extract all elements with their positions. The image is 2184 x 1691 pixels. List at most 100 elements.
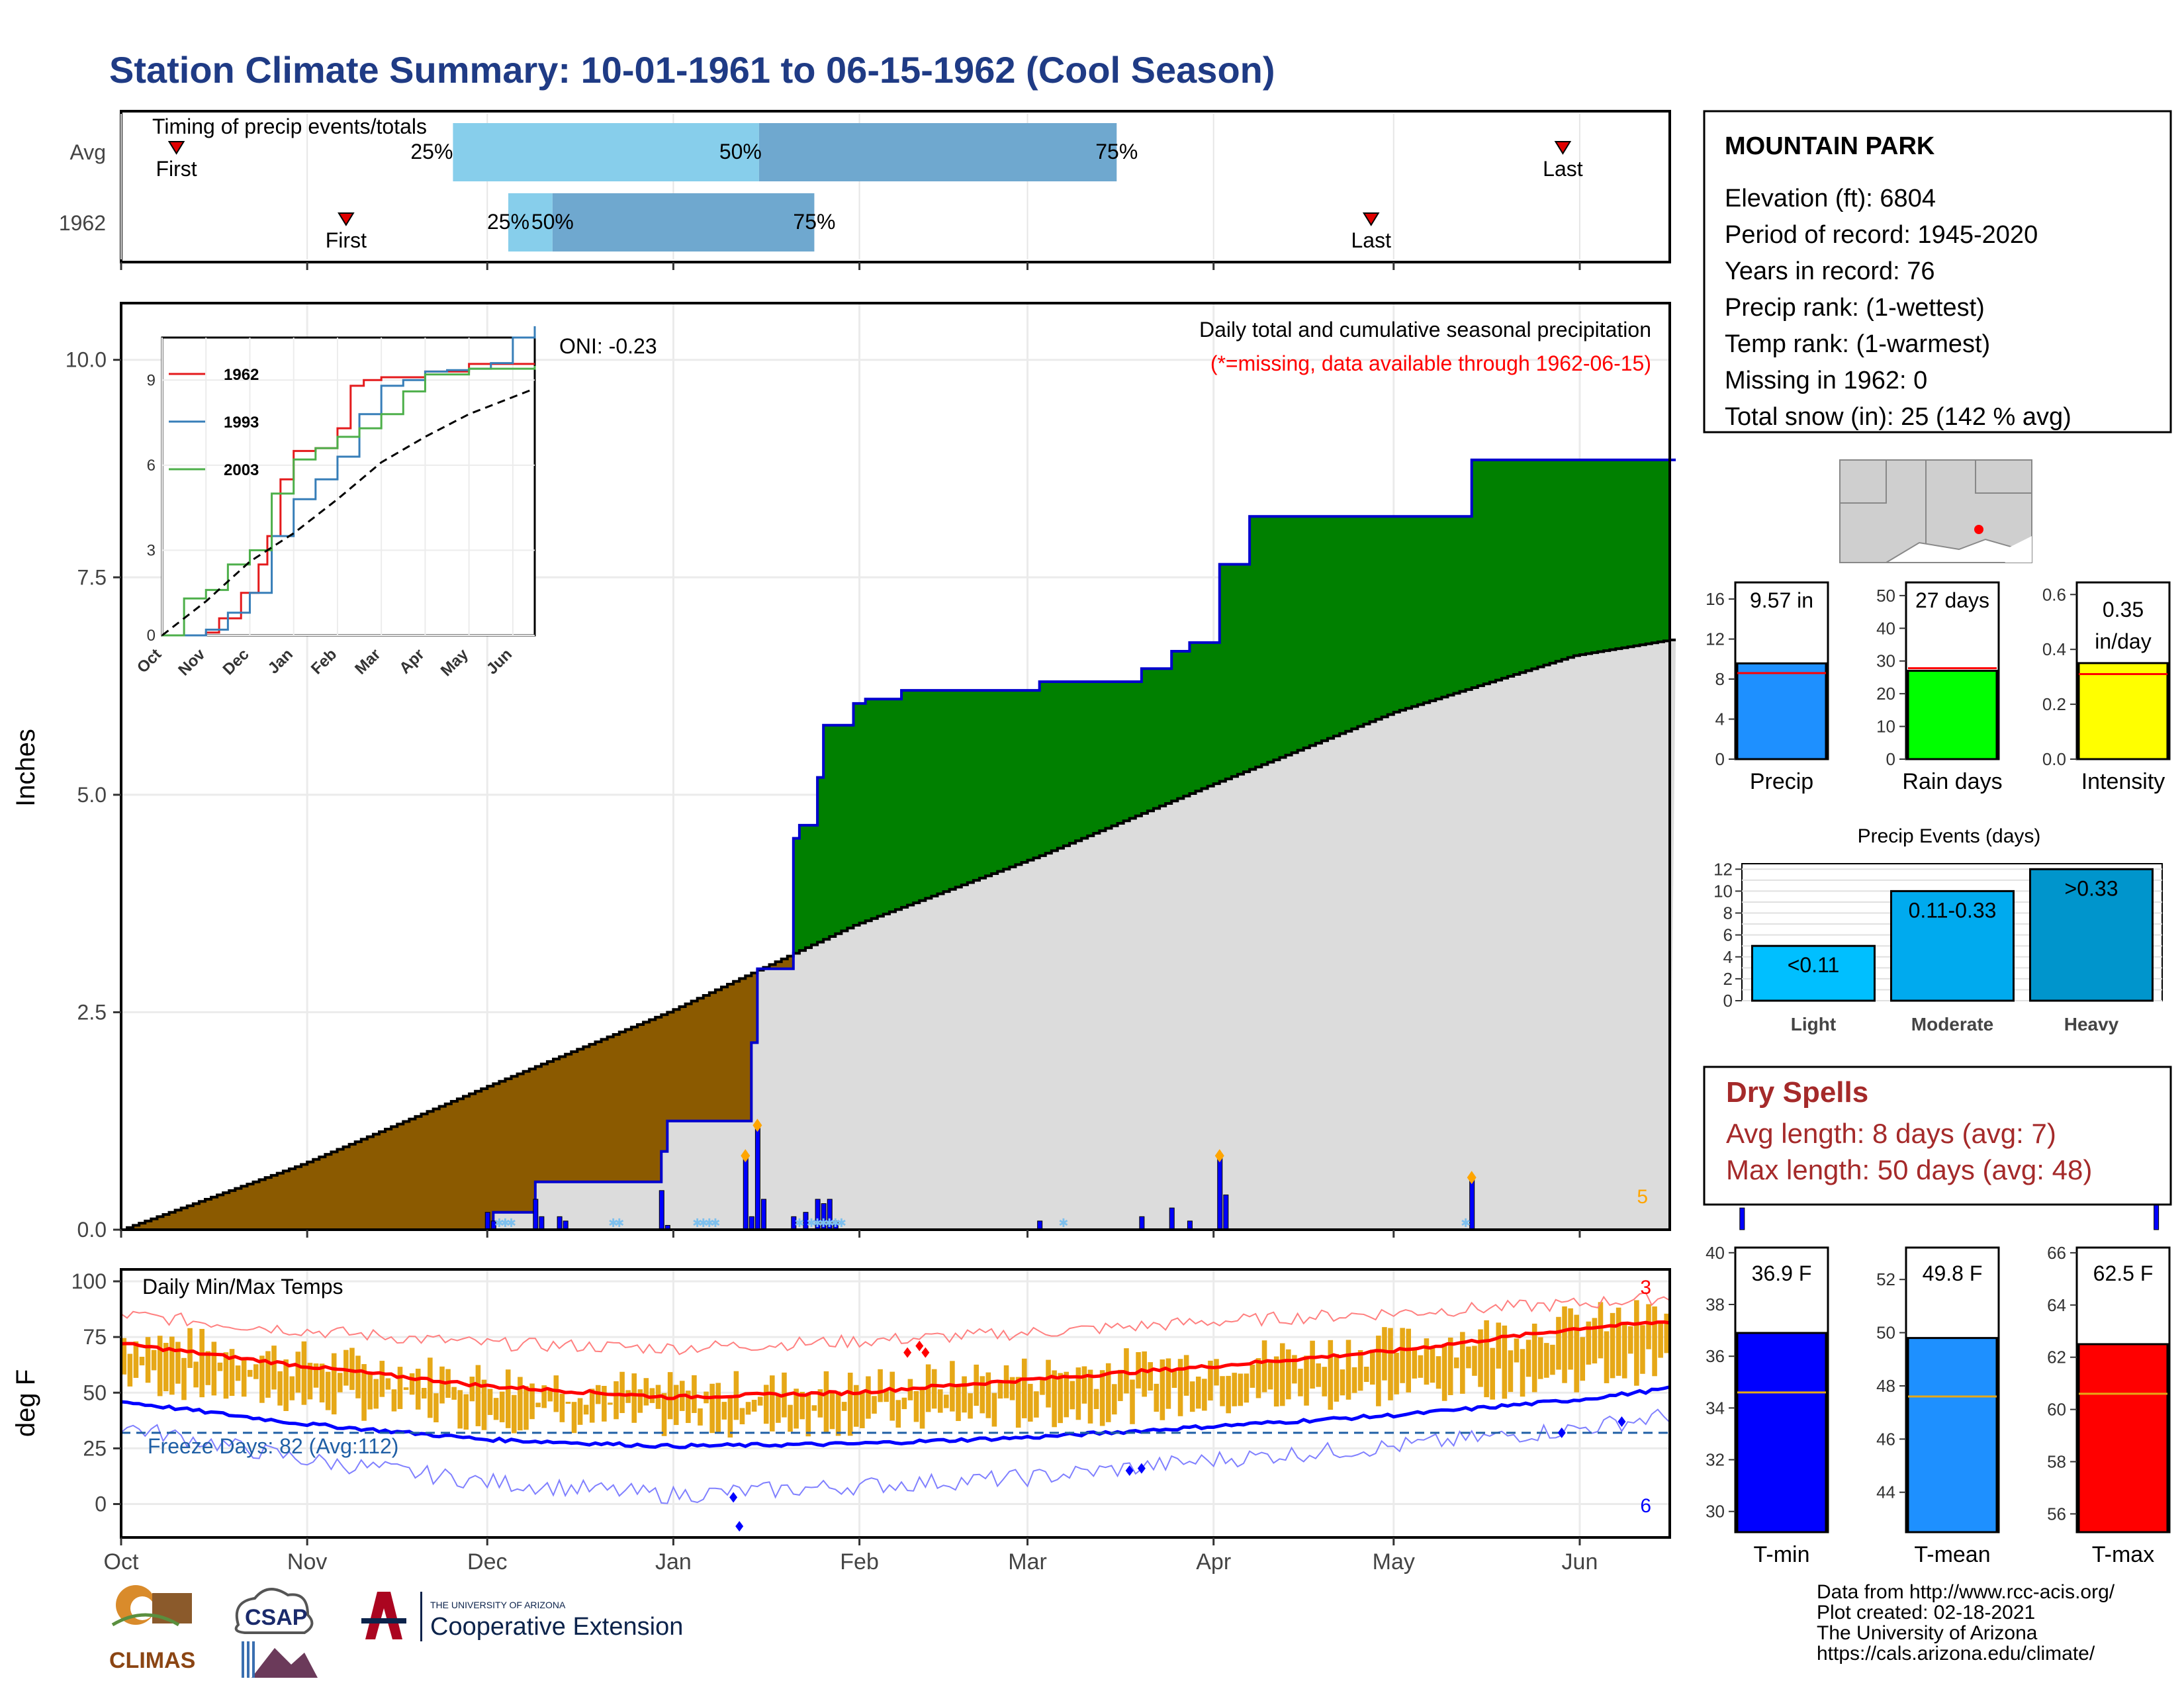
- daily-temp-range-bar: [1406, 1328, 1411, 1393]
- daily-temp-range-bar: [763, 1385, 769, 1424]
- daily-temp-range-bar: [415, 1369, 421, 1410]
- y-tick-label: 5.0: [77, 783, 107, 807]
- station-info-line: Temp rank: (1-warmest): [1725, 330, 1990, 358]
- mini-y-tick-label: 0.4: [2042, 639, 2066, 659]
- daily-temp-range-bar: [385, 1378, 391, 1390]
- daily-temp-range-bar: [1447, 1337, 1453, 1395]
- daily-temp-range-bar: [619, 1371, 625, 1414]
- daily-temp-range-bar: [847, 1373, 853, 1436]
- daily-temp-range-bar: [1292, 1355, 1297, 1384]
- timing-first-label: First: [156, 157, 197, 181]
- timing-row-year: 1962: [59, 211, 106, 235]
- record-high-line: [120, 1291, 1670, 1355]
- mini-bar-value-label: 9.57 in: [1750, 588, 1813, 612]
- daily-temp-range-bar: [475, 1365, 481, 1426]
- events-bar: [2029, 868, 2154, 1002]
- trace-marker: ✱: [704, 1216, 714, 1230]
- daily-temp-range-bar: [169, 1336, 175, 1395]
- temp-y-tick-label: 36: [1706, 1346, 1725, 1366]
- daily-temp-range-bar: [247, 1369, 253, 1377]
- daily-temp-range-bar: [745, 1402, 751, 1415]
- daily-temp-range-bar: [1165, 1358, 1171, 1409]
- daily-temp-range-bar: [721, 1402, 727, 1420]
- daily-temp-range-bar: [823, 1371, 829, 1434]
- daily-temp-range-bar: [1400, 1328, 1405, 1383]
- daily-temp-range-bar: [529, 1383, 535, 1420]
- oni-label: ONI: -0.23: [559, 334, 657, 358]
- above-normal-area: [121, 459, 1670, 1230]
- daily-temp-range-bar: [403, 1387, 409, 1391]
- daily-temp-range-bar: [1472, 1346, 1477, 1376]
- daily-temp-range-bar: [727, 1396, 733, 1438]
- daily-temp-range-bar: [163, 1342, 169, 1392]
- daily-temp-range-bar: [277, 1371, 283, 1406]
- daily-temp-range-bar: [512, 1394, 517, 1434]
- footer-line: The University of Arizona: [1817, 1622, 2038, 1644]
- daily-temp-range-bar: [889, 1371, 895, 1421]
- daily-temp-range-bar: [1556, 1316, 1561, 1370]
- daily-temp-range-bar: [1220, 1376, 1225, 1406]
- station-info-line: Years in record: 76: [1725, 257, 1935, 285]
- station-info-line: Elevation (ft): 6804: [1725, 185, 1936, 212]
- daily-temp-range-bar: [1279, 1343, 1285, 1406]
- trace-marker: ✱: [614, 1216, 624, 1230]
- daily-temp-range-bar: [1238, 1373, 1244, 1406]
- daily-temp-range-bar: [1484, 1320, 1489, 1398]
- temp-ylabel: deg F: [11, 1369, 40, 1437]
- daily-temp-range-bar: [265, 1351, 271, 1398]
- daily-temp-range-bar: [1105, 1363, 1111, 1422]
- daily-temp-range-bar: [547, 1390, 553, 1402]
- timing-last-label: Last: [1543, 157, 1583, 181]
- daily-temp-range-bar: [1604, 1331, 1610, 1383]
- daily-temp-range-bar: [991, 1393, 997, 1427]
- daily-temp-range-bar: [1646, 1304, 1651, 1349]
- daily-temp-range-bar: [1112, 1384, 1117, 1415]
- university-of-arizona-logo: THE UNIVERSITY OF ARIZONA Cooperative Ex…: [357, 1588, 683, 1641]
- month-label: Dec: [467, 1549, 507, 1575]
- daily-temp-range-bar: [1430, 1346, 1435, 1383]
- record-marker: [1557, 1427, 1566, 1438]
- daily-temp-range-bar: [211, 1342, 217, 1396]
- daily-temp-range-bar: [241, 1358, 247, 1397]
- daily-temp-range-bar: [439, 1366, 445, 1404]
- trace-marker: ✱: [813, 1216, 823, 1230]
- daily-temp-range-bar: [1171, 1371, 1177, 1388]
- temp-bar-value: [2077, 1343, 2169, 1533]
- season-temperature-bars: 36.9 F 30 32 34 36 38 40 T-min 49.8 F 44 46 48 50 52 T…: [1706, 1243, 2171, 1567]
- daily-temp-range-bar: [199, 1328, 205, 1398]
- daily-temp-range-bar: [1093, 1389, 1099, 1410]
- daily-temp-range-bar: [1610, 1312, 1615, 1379]
- trace-marker: ✱: [825, 1216, 835, 1230]
- daily-temp-range-bar: [535, 1402, 541, 1408]
- daily-temp-range-bar: [1340, 1369, 1345, 1396]
- daily-precip-bar: [1223, 1194, 1229, 1230]
- normal-cumulative-line: [121, 638, 1676, 1231]
- station-info-line: Precip rank: (1-wettest): [1725, 294, 1985, 322]
- daily-temp-range-bar: [794, 1389, 799, 1429]
- daily-temp-range-bar: [1370, 1349, 1375, 1385]
- events-y-tick-label: 4: [1723, 947, 1733, 967]
- trace-marker: ✱: [794, 1216, 804, 1230]
- daily-temp-range-bar: [1202, 1379, 1207, 1411]
- daily-temp-range-bar: [673, 1385, 679, 1426]
- record-marker: [915, 1340, 924, 1351]
- trace-marker: ✱: [819, 1216, 829, 1230]
- temp-y-tick-label: 40: [1706, 1243, 1725, 1263]
- daily-temp-range-bar: [223, 1352, 229, 1399]
- daily-temp-range-bar: [1550, 1344, 1555, 1375]
- dry-spells-box: Dry Spells Avg length: 8 days (avg: 7) M…: [1703, 1066, 2172, 1206]
- daily-temp-range-bar: [1514, 1338, 1520, 1363]
- daily-temp-range-bar: [1502, 1325, 1508, 1399]
- temp-y-tick-label: 64: [2047, 1295, 2066, 1315]
- daily-temp-range-bar: [217, 1362, 223, 1371]
- daily-temp-range-bar: [979, 1376, 985, 1414]
- daily-temp-range-bar: [1520, 1349, 1525, 1397]
- timing-pct-50: 50%: [719, 140, 762, 163]
- temp-bar-value: [1907, 1337, 1998, 1533]
- daily-temp-range-bar: [1621, 1323, 1627, 1379]
- daily-temp-range-bar: [698, 1408, 703, 1426]
- daily-temp-range-bar: [1214, 1359, 1219, 1386]
- record-marker: [1137, 1463, 1146, 1474]
- daily-temp-range-bar: [614, 1381, 619, 1420]
- daily-temp-range-bar: [1034, 1391, 1039, 1418]
